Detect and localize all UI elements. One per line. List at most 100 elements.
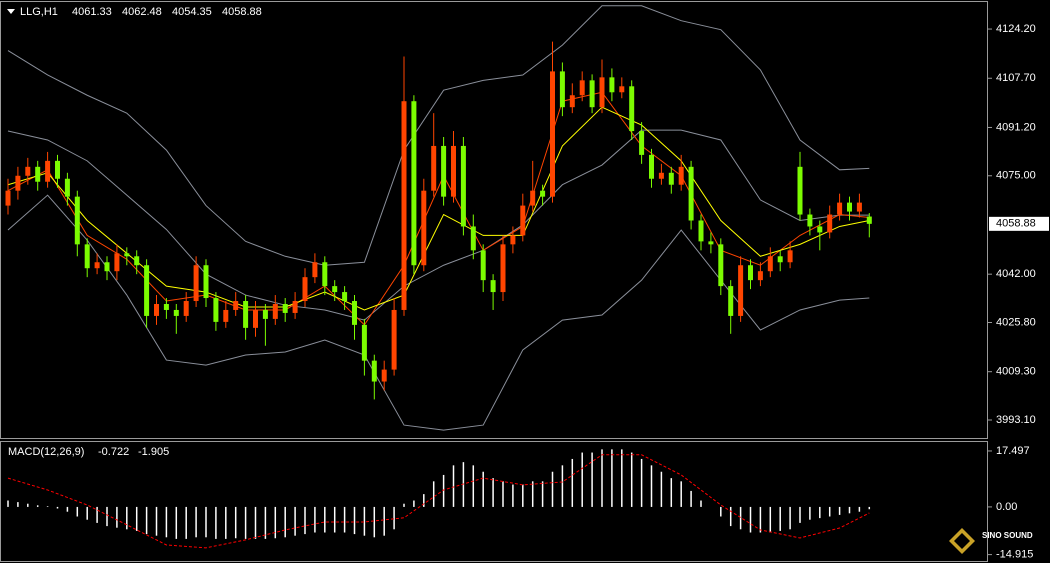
candle-body (134, 256, 140, 266)
candle-body (777, 256, 783, 263)
candle-body (540, 190, 546, 197)
candle-body (391, 309, 397, 370)
candle-body (401, 101, 407, 310)
candle-body (658, 172, 664, 179)
current-price: 4058.88 (996, 218, 1036, 230)
candle-body (649, 154, 654, 179)
candle-body (757, 271, 763, 281)
candle-body (262, 309, 268, 319)
candle-body (173, 309, 179, 316)
candle-body (480, 250, 486, 281)
signal-value: -1.905 (138, 446, 169, 458)
candle-body (678, 166, 684, 185)
candle-body (797, 166, 803, 215)
candle-body (856, 202, 862, 212)
candle-body (243, 301, 249, 328)
candle-body (163, 303, 169, 310)
candle-body (668, 172, 674, 185)
candle-body (144, 265, 150, 316)
candle-body (302, 277, 308, 302)
indicator-line (7, 5, 870, 266)
indicator-line (7, 129, 870, 321)
candle-body (837, 202, 843, 215)
y-tick-label: 3993.10 (996, 414, 1036, 426)
candle-body (787, 250, 793, 263)
candle-body (55, 160, 60, 179)
candle-body (233, 301, 239, 310)
candle-body (253, 309, 258, 328)
y-tick-label: 4025.80 (996, 316, 1036, 328)
macd-value: -0.722 (98, 446, 129, 458)
indicator-line (7, 106, 870, 311)
current-price-box (989, 216, 1049, 231)
candle-body (193, 265, 199, 302)
candle-body (718, 244, 724, 287)
y-tick-label: 4124.20 (996, 23, 1036, 35)
candle-body (332, 286, 338, 293)
candle-body (371, 360, 377, 382)
candle-body (64, 178, 70, 197)
candle-body (589, 80, 595, 108)
candle-body (619, 86, 625, 93)
candle-body (807, 214, 813, 227)
ohlc-value: 4062.48 (122, 6, 162, 18)
ohlc-value: 4058.88 (222, 6, 262, 18)
candle-body (94, 262, 100, 269)
candle-body (847, 202, 852, 212)
candle-body (74, 196, 80, 245)
candle-body (441, 145, 447, 197)
candle-body (460, 145, 466, 227)
candle-body (728, 286, 734, 316)
y-tick-label: 4042.00 (996, 268, 1036, 280)
candle-body (104, 262, 110, 272)
y-tick-label: 4107.70 (996, 72, 1036, 84)
ohlc-value: 4061.33 (72, 6, 112, 18)
candle-body (154, 303, 159, 316)
candle-body (470, 226, 476, 251)
candle-body (361, 324, 367, 361)
candle-body (767, 256, 773, 272)
candle-body (738, 265, 744, 316)
watermark: SINO SOUND (982, 531, 1033, 540)
y-tick-label: 0.00 (996, 501, 1017, 513)
candle-body (223, 309, 229, 322)
candle-body (35, 166, 41, 182)
candle-body (510, 235, 516, 245)
candle-body (639, 131, 645, 155)
candle-body (342, 292, 348, 302)
candle-body (114, 253, 120, 272)
candle-body (490, 280, 496, 293)
candle-body (817, 226, 823, 233)
candle-body (550, 71, 555, 197)
candle-body (352, 301, 357, 325)
candle-body (629, 86, 635, 132)
candle-body (579, 80, 585, 96)
candle-body (559, 71, 565, 108)
candle-body (124, 253, 130, 257)
candle-body (451, 145, 456, 197)
menu-triangle[interactable] (7, 9, 15, 14)
candle-body (381, 369, 387, 382)
candle-body (282, 303, 288, 313)
macd-frame (0, 441, 988, 562)
candle-body (530, 190, 536, 206)
candle-body (312, 262, 318, 278)
candle-body (827, 214, 833, 233)
candle-body (698, 220, 704, 242)
candle-body (500, 244, 506, 293)
chart-title: LLG,H1 (20, 6, 58, 18)
candle-body (569, 95, 575, 108)
candle-body (84, 244, 90, 269)
candle-body (213, 298, 219, 322)
candle-body (203, 265, 209, 299)
y-tick-label: 4091.20 (996, 121, 1036, 133)
macd-title: MACD(12,26,9) (8, 446, 84, 458)
indicator-line (7, 194, 870, 431)
y-tick-label: 4009.30 (996, 366, 1036, 378)
y-tick-label: 4075.00 (996, 170, 1036, 182)
candle-body (748, 265, 753, 281)
candle-body (421, 190, 427, 266)
